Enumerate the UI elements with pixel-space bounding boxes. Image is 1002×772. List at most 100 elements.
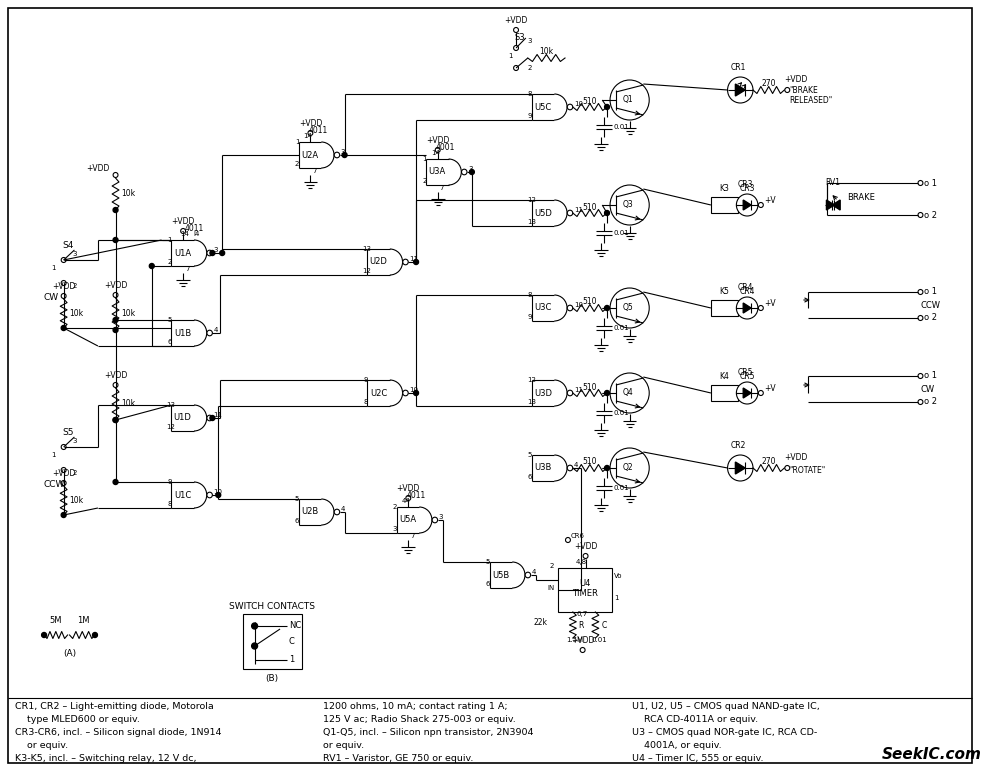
Text: 11: 11 xyxy=(409,256,418,262)
Circle shape xyxy=(414,391,419,395)
Text: 510: 510 xyxy=(582,202,597,212)
Text: 4: 4 xyxy=(213,327,217,333)
Text: o 1: o 1 xyxy=(925,371,938,381)
Text: 1: 1 xyxy=(51,452,55,458)
Text: 14: 14 xyxy=(431,150,440,156)
Text: NC: NC xyxy=(289,621,302,631)
Bar xyxy=(710,197,738,213)
Text: 13: 13 xyxy=(166,402,175,408)
Text: 1: 1 xyxy=(289,655,295,665)
Text: U3 – CMOS quad NOR-gate IC, RCA CD-: U3 – CMOS quad NOR-gate IC, RCA CD- xyxy=(631,728,817,737)
Text: 8: 8 xyxy=(528,292,532,298)
Circle shape xyxy=(92,632,97,638)
Text: 10: 10 xyxy=(409,387,418,393)
Text: U2B: U2B xyxy=(302,507,319,516)
Text: +VDD: +VDD xyxy=(52,469,75,478)
Text: 4011: 4011 xyxy=(185,224,204,233)
Text: K3-K5, incl. – Switching relay, 12 V dc,: K3-K5, incl. – Switching relay, 12 V dc, xyxy=(15,754,196,763)
Text: S5: S5 xyxy=(63,428,74,437)
Text: 6: 6 xyxy=(528,474,532,480)
Text: 11: 11 xyxy=(574,207,583,213)
Text: or equiv.: or equiv. xyxy=(15,741,68,750)
Text: RV1: RV1 xyxy=(825,178,840,187)
Circle shape xyxy=(113,327,118,333)
Text: 10k: 10k xyxy=(539,48,553,56)
Text: 13: 13 xyxy=(363,246,372,252)
Text: 10: 10 xyxy=(574,302,583,308)
Text: 2: 2 xyxy=(72,470,77,476)
Text: 11: 11 xyxy=(574,387,583,393)
Text: 2: 2 xyxy=(167,259,171,265)
Text: 0.01: 0.01 xyxy=(614,230,629,236)
Text: or equiv.: or equiv. xyxy=(323,741,365,750)
Text: type MLED600 or equiv.: type MLED600 or equiv. xyxy=(15,715,139,724)
Text: TIMER: TIMER xyxy=(572,589,597,598)
Circle shape xyxy=(736,382,758,404)
Circle shape xyxy=(335,152,340,157)
Text: 14: 14 xyxy=(304,133,313,139)
Text: 2: 2 xyxy=(528,65,532,71)
Text: 0.01: 0.01 xyxy=(614,124,629,130)
Text: +VDD: +VDD xyxy=(785,75,808,84)
Text: o 2: o 2 xyxy=(925,398,938,407)
Text: C: C xyxy=(601,621,606,629)
Text: 3: 3 xyxy=(341,149,345,155)
Text: +V: +V xyxy=(764,196,776,205)
Circle shape xyxy=(113,418,118,422)
Text: 4011: 4011 xyxy=(407,491,426,500)
Text: U4: U4 xyxy=(579,579,590,588)
Text: +VDD: +VDD xyxy=(104,281,127,290)
Polygon shape xyxy=(827,200,835,210)
Circle shape xyxy=(206,250,212,256)
Text: +V: +V xyxy=(764,384,776,393)
Text: 2: 2 xyxy=(72,283,77,289)
Text: +VDD: +VDD xyxy=(785,453,808,462)
Text: 22k: 22k xyxy=(534,618,548,627)
Text: 13: 13 xyxy=(527,219,536,225)
Circle shape xyxy=(42,632,46,638)
Text: SeekIC.com: SeekIC.com xyxy=(882,747,981,762)
Circle shape xyxy=(61,513,66,517)
Text: 3: 3 xyxy=(528,38,532,44)
Polygon shape xyxy=(743,303,752,313)
Text: 3: 3 xyxy=(72,251,77,257)
Text: U5C: U5C xyxy=(534,103,552,111)
Circle shape xyxy=(210,250,214,256)
Text: 2: 2 xyxy=(295,161,300,167)
Text: U2A: U2A xyxy=(302,151,319,160)
Text: Q1: Q1 xyxy=(622,95,633,104)
Text: 7: 7 xyxy=(440,185,444,191)
Text: 10k: 10k xyxy=(121,189,135,198)
Text: R: R xyxy=(579,621,584,629)
Circle shape xyxy=(736,194,758,216)
Circle shape xyxy=(567,390,573,396)
Text: +VDD: +VDD xyxy=(171,217,194,226)
Text: 9: 9 xyxy=(167,479,172,485)
Text: o 2: o 2 xyxy=(925,313,938,323)
Text: 7: 7 xyxy=(185,266,189,272)
Text: 44: 44 xyxy=(402,498,410,504)
Circle shape xyxy=(604,211,609,215)
Text: CR2: CR2 xyxy=(730,441,746,450)
Text: 0.01: 0.01 xyxy=(614,325,629,331)
Text: I4: I4 xyxy=(193,231,199,237)
Text: (B): (B) xyxy=(266,674,279,683)
Text: BRAKE: BRAKE xyxy=(847,193,875,202)
Text: SWITCH CONTACTS: SWITCH CONTACTS xyxy=(229,602,316,611)
Text: CCW: CCW xyxy=(43,480,64,489)
Text: 6: 6 xyxy=(486,581,490,587)
Text: IN: IN xyxy=(547,585,554,591)
Text: CR3-CR6, incl. – Silicon signal diode, 1N914: CR3-CR6, incl. – Silicon signal diode, 1… xyxy=(15,728,221,737)
Text: 12: 12 xyxy=(363,268,371,274)
Polygon shape xyxy=(735,462,745,474)
Text: U1A: U1A xyxy=(174,249,191,258)
Circle shape xyxy=(610,373,649,413)
Text: 3: 3 xyxy=(393,526,397,532)
Text: 2: 2 xyxy=(422,178,427,184)
Text: +VDD: +VDD xyxy=(86,164,109,173)
Text: 6: 6 xyxy=(167,339,172,345)
Text: Q5: Q5 xyxy=(622,303,633,312)
Text: U1B: U1B xyxy=(174,329,191,337)
Text: 5: 5 xyxy=(167,317,171,323)
Text: 10k: 10k xyxy=(69,496,83,505)
